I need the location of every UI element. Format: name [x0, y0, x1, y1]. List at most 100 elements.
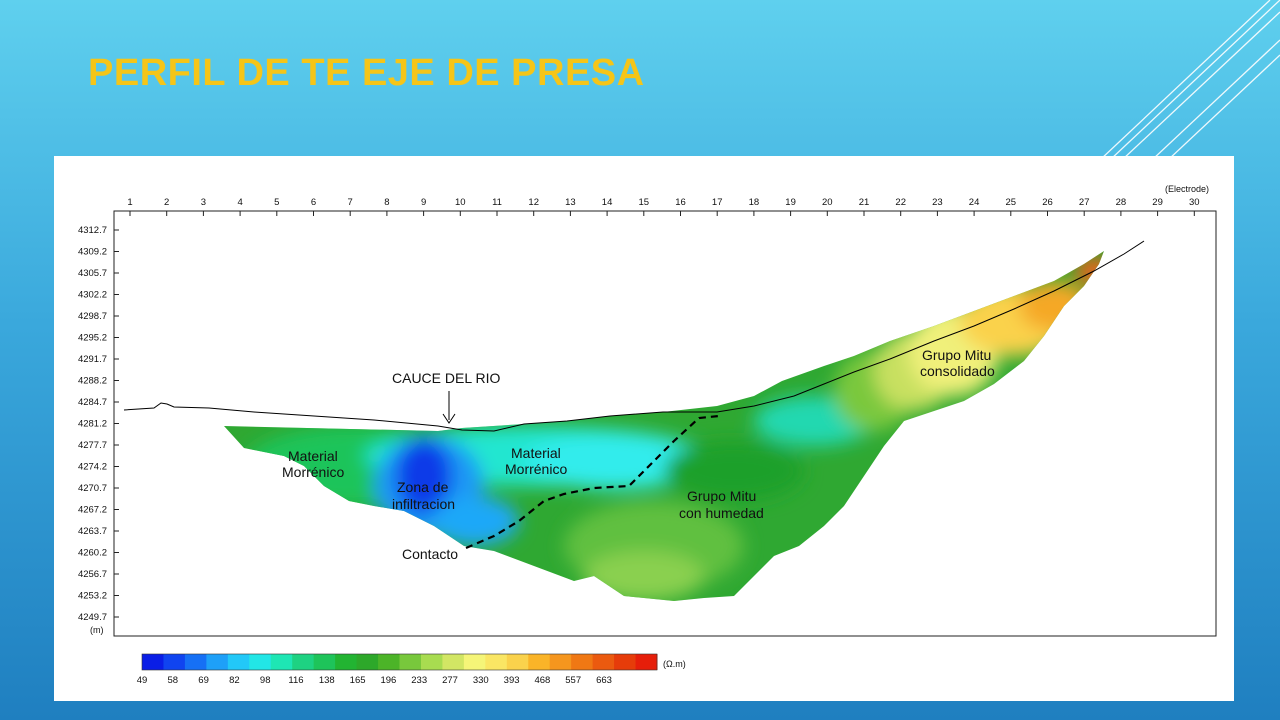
elevation-tick-label: 4284.7 — [78, 397, 107, 408]
electrode-tick-label: 12 — [528, 197, 539, 208]
color-scale-label: 663 — [596, 675, 612, 686]
electrode-tick-label: 26 — [1042, 197, 1053, 208]
elevation-tick-label: 4309.2 — [78, 247, 107, 258]
electrode-tick-label: 29 — [1152, 197, 1163, 208]
color-scale-swatch — [549, 654, 572, 670]
electrode-tick-label: 8 — [384, 197, 389, 208]
color-scale-label: 277 — [442, 675, 458, 686]
color-scale-label: 116 — [288, 675, 303, 686]
electrode-tick-label: 28 — [1116, 197, 1127, 208]
color-scale-label: 468 — [534, 675, 550, 686]
electrode-tick-label: 30 — [1189, 197, 1200, 208]
resistivity-profile: (Electrode) 1 2 3 4 5 6 7 8 9 10 11 12 13 14 15 16 17 18 1… — [78, 184, 1217, 686]
color-scale-label: 233 — [411, 675, 427, 686]
color-scale-swatch — [227, 654, 250, 670]
electrode-tick-label: 7 — [348, 197, 353, 208]
color-scale-label: 69 — [198, 675, 209, 686]
elevation-unit: (m) — [90, 625, 104, 635]
color-scale-swatch — [442, 654, 465, 670]
electrode-tick-label: 3 — [201, 197, 206, 208]
color-scale-border — [141, 653, 658, 671]
electrode-tick-label: 6 — [311, 197, 316, 208]
color-scale-swatch — [485, 654, 508, 670]
electrode-axis-label: (Electrode) — [1165, 184, 1209, 194]
color-scale-swatch — [614, 654, 637, 670]
color-scale-label: 98 — [260, 675, 271, 686]
elevation-tick-label: 4256.7 — [78, 569, 107, 580]
electrode-tick-label: 1 — [127, 197, 132, 208]
electrode-tick-label: 22 — [895, 197, 906, 208]
color-scale — [141, 653, 658, 671]
color-scale-swatch — [335, 654, 358, 670]
elevation-tick-label: 4281.2 — [78, 419, 107, 430]
electrode-tick-label: 15 — [639, 197, 650, 208]
elevation-tick-label: 4277.7 — [78, 440, 107, 451]
electrode-tick-label: 23 — [932, 197, 943, 208]
electrode-tick-label: 19 — [785, 197, 796, 208]
electrode-tick-label: 25 — [1006, 197, 1017, 208]
electrode-tick-label: 17 — [712, 197, 723, 208]
resistivity-section — [224, 251, 1104, 601]
label-infiltracion-line1: Zona de — [397, 479, 449, 495]
color-scale-swatch — [463, 654, 486, 670]
elevation-tick-label: 4312.7 — [78, 225, 107, 236]
color-scale-label: 393 — [504, 675, 520, 686]
electrode-tick-label: 11 — [492, 197, 502, 208]
color-scale-swatch — [571, 654, 594, 670]
label-morrenico-1-line2: Morrénico — [282, 464, 344, 480]
elevation-tick-label: 4302.2 — [78, 290, 107, 301]
color-scale-swatch — [249, 654, 272, 670]
color-scale-unit: (Ω.m) — [663, 659, 686, 669]
elevation-tick-label: 4305.7 — [78, 268, 107, 279]
label-morrenico-1-line1: Material — [288, 448, 338, 464]
elevation-axis: 4312.7 4309.2 4305.7 4302.2 4298.7 4295.2 4291… — [78, 225, 119, 623]
color-scale-swatch — [163, 654, 186, 670]
electrode-tick-label: 16 — [675, 197, 686, 208]
color-scale-label: 82 — [229, 675, 240, 686]
elevation-tick-label: 4263.7 — [78, 526, 107, 537]
elevation-tick-label: 4253.2 — [78, 591, 107, 602]
color-scale-swatch — [184, 654, 207, 670]
color-scale-swatch — [356, 654, 379, 670]
elevation-tick-label: 4260.2 — [78, 548, 107, 559]
decorative-lines — [1099, 0, 1280, 160]
color-scale-label: 138 — [319, 675, 335, 686]
electrode-tick-label: 4 — [237, 197, 242, 208]
topography-line — [123, 240, 1145, 432]
elevation-tick-label: 4291.7 — [78, 354, 107, 365]
label-morrenico-2-line2: Morrénico — [505, 461, 567, 477]
label-consolidado-line1: Grupo Mitu — [922, 347, 991, 363]
label-humedad-line2: con humedad — [679, 505, 764, 521]
elevation-tick-label: 4288.2 — [78, 376, 107, 387]
electrode-tick-label: 13 — [565, 197, 576, 208]
color-scale-swatch — [292, 654, 315, 670]
label-morrenico-2-line1: Material — [511, 445, 561, 461]
color-scale-swatch — [592, 654, 615, 670]
contact-line — [465, 414, 720, 550]
color-scale-swatch — [313, 654, 336, 670]
color-scale-swatch — [142, 654, 164, 670]
electrode-axis: 1 2 3 4 5 6 7 8 9 10 11 12 13 14 15 16 17 18 19 20 21 22 23 24 2… — [127, 197, 1200, 216]
label-cauce-del-rio: CAUCE DEL RIO — [392, 370, 501, 386]
color-scale-swatch — [635, 654, 658, 670]
color-scale-swatch — [206, 654, 229, 670]
electrode-tick-label: 27 — [1079, 197, 1090, 208]
electrode-tick-label: 21 — [859, 197, 870, 208]
color-scale-label: 330 — [473, 675, 489, 686]
elevation-tick-label: 4295.2 — [78, 333, 107, 344]
color-scale-label: 58 — [168, 675, 179, 686]
color-scale-label: 165 — [350, 675, 366, 686]
color-scale-label: 196 — [380, 675, 396, 686]
slide-title: PERFIL DE TE EJE DE PRESA — [88, 52, 645, 94]
color-scale-labels: 49 58 69 82 98 116 138 165 196 233 277 330 393 468 557… — [137, 675, 612, 686]
label-humedad-line1: Grupo Mitu — [687, 488, 756, 504]
electrode-tick-label: 18 — [749, 197, 760, 208]
cauce-arrowhead — [442, 413, 456, 424]
color-scale-swatch — [378, 654, 400, 670]
label-contacto: Contacto — [402, 546, 458, 562]
color-scale-swatch — [270, 654, 293, 670]
electrode-tick-label: 10 — [455, 197, 466, 208]
elevation-tick-label: 4298.7 — [78, 311, 107, 322]
electrode-tick-label: 5 — [274, 197, 279, 208]
electrode-tick-label: 14 — [602, 197, 613, 208]
